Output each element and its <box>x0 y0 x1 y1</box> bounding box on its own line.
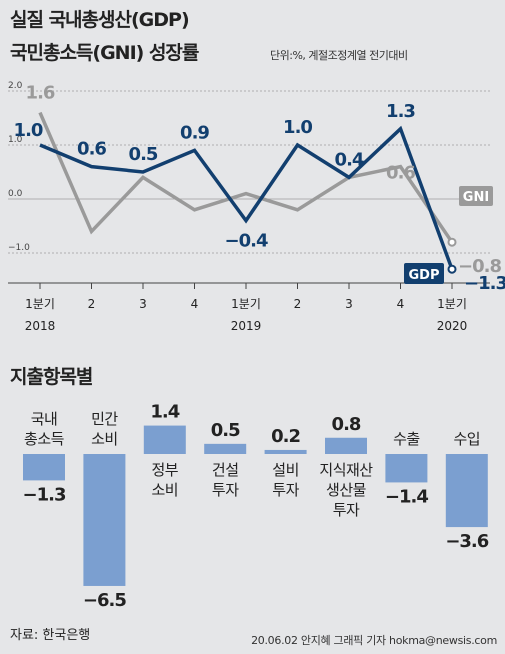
gni-value-label: 0.6 <box>386 163 415 184</box>
bar-category-label: 수출 <box>393 430 420 448</box>
bar-category-label: 정부 <box>151 461 178 479</box>
bar-value-label: −1.4 <box>385 486 428 507</box>
bar-category-label: 국내 <box>31 410 58 428</box>
bar-value-label: 0.8 <box>332 414 361 435</box>
gdp-value-label: 0.9 <box>180 122 209 143</box>
gni-line <box>38 111 454 244</box>
bar <box>385 454 428 483</box>
legend-gni-label: GNI <box>463 190 489 205</box>
gni-end-point <box>447 237 457 247</box>
bar-category-label: 소비 <box>91 430 118 448</box>
bar-category-label: 생산물 <box>326 481 366 499</box>
bar-value-label: 1.4 <box>150 402 179 423</box>
bar <box>325 437 367 454</box>
bar-category-label: 설비 <box>272 461 299 479</box>
bar-value-label: 0.5 <box>211 420 240 441</box>
x-year-label: 2019 <box>231 319 262 333</box>
x-tick-label: 2 <box>294 297 302 311</box>
legend-gdp-label: GDP <box>409 268 440 283</box>
y-tick-label: 1.0 <box>8 135 23 145</box>
x-tick-label: 2 <box>88 297 96 311</box>
unit-note: 단위:%, 계절조정계열 전기대비 <box>270 49 408 62</box>
bar <box>445 454 488 528</box>
bar <box>264 449 307 454</box>
bar-category-label: 투자 <box>333 501 360 519</box>
gdp-value-label: −1.3 <box>464 273 505 294</box>
credit-note: 20.06.02 안지혜 그래픽 기자 hokma@newsis.com <box>251 634 497 647</box>
bar <box>83 454 126 586</box>
bar-category-label: 건설 <box>212 461 239 479</box>
y-tick-label: 0.0 <box>8 189 23 199</box>
x-tick-label: 1분기 <box>25 297 55 311</box>
source-note: 자료: 한국은행 <box>10 628 91 643</box>
bar-category-label: 투자 <box>212 481 239 499</box>
bar-value-label: −1.3 <box>23 484 66 505</box>
gdp-value-label: 0.6 <box>77 139 106 160</box>
bar-category-label: 민간 <box>91 410 118 428</box>
bar-category-label: 지식재산 <box>319 461 373 479</box>
x-year-label: 2020 <box>437 319 468 333</box>
bar <box>23 454 65 481</box>
chart-title-line2: 국민총소득(GNI) 성장률 <box>10 42 199 64</box>
bar <box>143 425 186 454</box>
gdp-value-label: −0.4 <box>225 231 268 252</box>
bar-value-label: −6.5 <box>83 590 126 611</box>
gdp-value-label: 1.3 <box>386 101 415 122</box>
gni-value-label: −0.8 <box>458 256 501 277</box>
bar-category-label: 소비 <box>151 481 178 499</box>
x-tick-label: 4 <box>397 297 405 311</box>
x-tick-label: 3 <box>139 297 147 311</box>
gdp-value-label: 1.0 <box>14 120 43 141</box>
gni-value-label: 1.6 <box>26 83 55 104</box>
gdp-line <box>39 125 454 270</box>
y-tick-label: 2.0 <box>8 81 23 91</box>
section-title: 지출항목별 <box>10 366 93 388</box>
gdp-value-label: 0.5 <box>129 144 158 165</box>
x-tick-label: 3 <box>345 297 353 311</box>
bar-category-label: 수입 <box>453 430 480 448</box>
gdp-value-label: 0.4 <box>335 149 364 170</box>
legend-gni-box <box>459 186 493 206</box>
gdp-value-label: 1.0 <box>283 117 312 138</box>
bar <box>204 443 247 454</box>
bar-category-label: 투자 <box>272 481 299 499</box>
y-tick-label: −1.0 <box>8 243 30 253</box>
x-tick-label: 1분기 <box>437 297 467 311</box>
gdp-end-point <box>447 264 457 274</box>
x-tick-label: 1분기 <box>231 297 261 311</box>
bar-value-label: −3.6 <box>445 531 488 552</box>
chart-title-line1: 실질 국내총생산(GDP) <box>10 9 190 31</box>
x-tick-label: 4 <box>191 297 199 311</box>
bar-category-label: 총소득 <box>24 430 65 448</box>
bar-value-label: 0.2 <box>271 426 300 447</box>
x-year-label: 2018 <box>25 319 56 333</box>
legend-gdp-box <box>404 263 444 284</box>
